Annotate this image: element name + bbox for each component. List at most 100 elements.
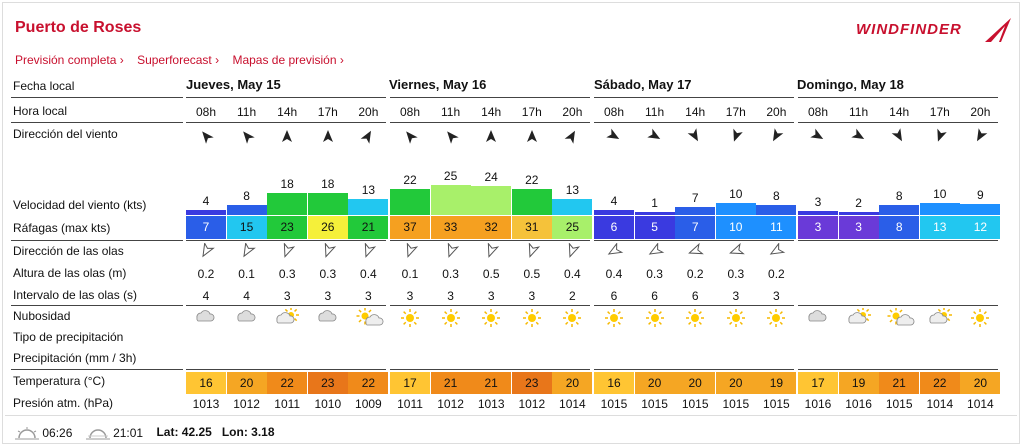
sun-icon bbox=[726, 309, 745, 327]
gust-cell: 33 bbox=[430, 216, 471, 239]
cloudiness-cell bbox=[512, 308, 552, 328]
wave-direction-cell bbox=[390, 242, 430, 259]
divider bbox=[186, 305, 386, 306]
divider bbox=[11, 122, 183, 123]
temperature-cell: 23 bbox=[511, 372, 552, 394]
cloudiness-cell bbox=[348, 307, 388, 328]
partly-cloudy-icon bbox=[276, 307, 300, 324]
windfinder-logo-icon bbox=[985, 18, 1011, 42]
wind-direction-cell bbox=[960, 128, 1000, 144]
partly-cloudy-icon bbox=[848, 307, 871, 324]
wind-direction-cell bbox=[267, 128, 307, 144]
wave-direction-cell bbox=[308, 242, 348, 259]
cloud-icon bbox=[196, 310, 215, 322]
gust-cell: 32 bbox=[471, 216, 512, 239]
label-direccion-olas: Dirección de las olas bbox=[13, 244, 124, 258]
cloudiness-cell bbox=[920, 307, 960, 328]
wind-speed-bar bbox=[879, 205, 920, 215]
pressure-value: 1010 bbox=[314, 397, 342, 411]
wind-direction-arrow-icon bbox=[733, 128, 743, 142]
link-prevision-completa[interactable]: Previsión completa › bbox=[15, 53, 124, 67]
sun-icon bbox=[522, 309, 541, 327]
temperature-cell: 19 bbox=[838, 372, 879, 394]
lat-label: Lat: bbox=[156, 425, 179, 439]
sun-icon bbox=[441, 309, 460, 327]
wind-direction-cell bbox=[635, 128, 675, 144]
link-mapas-prevision[interactable]: Mapas de previsión › bbox=[232, 53, 344, 67]
wave-direction-arrow-icon bbox=[202, 241, 215, 258]
gust-cell: 7 bbox=[186, 216, 226, 239]
wind-direction-cell bbox=[552, 128, 592, 144]
wind-direction-cell bbox=[920, 128, 960, 144]
wave-period-value: 3 bbox=[447, 289, 454, 303]
wave-direction-cell bbox=[675, 242, 715, 259]
divider bbox=[390, 97, 590, 98]
wind-direction-cell bbox=[227, 128, 267, 144]
gust-cell: 11 bbox=[756, 216, 797, 239]
hour-label: 11h bbox=[849, 105, 869, 119]
temperature-cell: 20 bbox=[226, 372, 267, 394]
gust-cell: 26 bbox=[307, 216, 348, 239]
wave-period-value: 3 bbox=[365, 289, 372, 303]
wind-direction-arrow-icon bbox=[361, 130, 372, 144]
pressure-value: 1016 bbox=[845, 397, 872, 411]
pressure-value: 1016 bbox=[804, 397, 832, 411]
link-superforecast[interactable]: Superforecast › bbox=[137, 53, 220, 67]
label-precipitacion: Precipitación (mm / 3h) bbox=[13, 351, 137, 365]
gust-cell: 5 bbox=[634, 216, 675, 239]
sun-icon bbox=[686, 309, 705, 327]
wind-direction-cell bbox=[471, 128, 511, 144]
wind-speed-bar bbox=[715, 203, 756, 215]
divider bbox=[11, 97, 183, 98]
wind-direction-cell bbox=[716, 128, 756, 144]
wind-direction-cell bbox=[390, 128, 430, 144]
wave-height-value: 0.2 bbox=[686, 267, 704, 281]
divider bbox=[594, 240, 794, 241]
gust-cell: 13 bbox=[919, 216, 960, 239]
wind-speed-value: 8 bbox=[895, 189, 903, 204]
gust-cell: 10 bbox=[715, 216, 756, 239]
wind-speed-bar bbox=[960, 204, 1001, 215]
wave-period-value: 4 bbox=[202, 289, 210, 303]
wind-direction-cell bbox=[348, 128, 388, 144]
wind-direction-cell bbox=[186, 128, 226, 144]
wind-speed-bar bbox=[838, 212, 879, 215]
label-hora-local: Hora local bbox=[13, 104, 68, 118]
hour-label: 20h bbox=[358, 105, 379, 119]
hour-label: 17h bbox=[725, 105, 746, 119]
wave-height-value: 0.1 bbox=[238, 267, 255, 281]
divider bbox=[11, 369, 183, 370]
divider bbox=[594, 122, 794, 123]
cloudiness-cell bbox=[960, 308, 1000, 328]
cloudiness-cell bbox=[756, 308, 796, 328]
temperature-cell: 23 bbox=[307, 372, 348, 394]
windfinder-logo[interactable]: WINDFINDER bbox=[856, 21, 962, 38]
sun-icon bbox=[482, 309, 501, 327]
cloudiness-cell bbox=[186, 308, 226, 328]
wave-period-value: 3 bbox=[732, 289, 740, 303]
lon-value: 3.18 bbox=[251, 425, 275, 439]
pressure-value: 1012 bbox=[233, 397, 260, 411]
wind-direction-arrow-icon bbox=[606, 128, 620, 139]
wave-direction-arrow-icon bbox=[770, 242, 786, 255]
wind-speed-value: 3 bbox=[814, 195, 822, 210]
day-title: Domingo, May 18 bbox=[797, 77, 904, 92]
wave-period-value: 3 bbox=[283, 289, 291, 303]
wind-speed-value: 18 bbox=[321, 177, 335, 192]
hour-label: 20h bbox=[562, 105, 583, 119]
temperature-cell: 17 bbox=[390, 372, 430, 394]
divider bbox=[798, 369, 998, 370]
divider bbox=[594, 305, 794, 306]
sun-cloud-icon bbox=[356, 307, 384, 326]
divider bbox=[5, 415, 1017, 416]
wind-speed-value: 24 bbox=[484, 170, 498, 185]
cloudiness-cell bbox=[308, 308, 348, 328]
divider bbox=[798, 305, 998, 306]
temperature-cell: 16 bbox=[594, 372, 634, 394]
wind-speed-value: 13 bbox=[565, 183, 580, 198]
hour-label: 11h bbox=[441, 105, 461, 119]
divider bbox=[798, 97, 998, 98]
wave-period-value: 3 bbox=[406, 289, 414, 303]
wind-speed-bar bbox=[267, 193, 308, 215]
wave-direction-cell bbox=[227, 241, 267, 259]
